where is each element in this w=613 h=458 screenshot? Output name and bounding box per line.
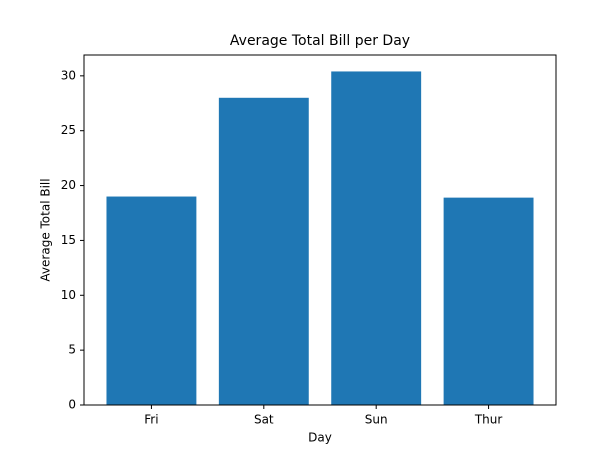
bar [443,197,534,405]
bar [331,71,422,406]
bar [218,97,309,405]
y-tick-label: 25 [61,123,76,137]
y-tick-label: 0 [68,398,76,412]
y-tick-label: 20 [61,178,76,192]
x-axis-label: Day [308,431,332,445]
y-tick-label: 5 [68,343,76,357]
chart-title: Average Total Bill per Day [230,33,410,49]
y-axis-label: Average Total Bill [39,178,53,281]
bar [106,196,197,405]
x-tick-label: Fri [144,413,158,427]
x-tick-label: Thur [474,413,503,427]
y-tick-label: 15 [61,233,76,247]
x-tick-label: Sun [365,413,388,427]
y-tick-label: 30 [61,68,76,82]
x-tick-label: Sat [254,413,274,427]
plot-frame [83,54,557,406]
y-tick-label: 10 [61,288,76,302]
